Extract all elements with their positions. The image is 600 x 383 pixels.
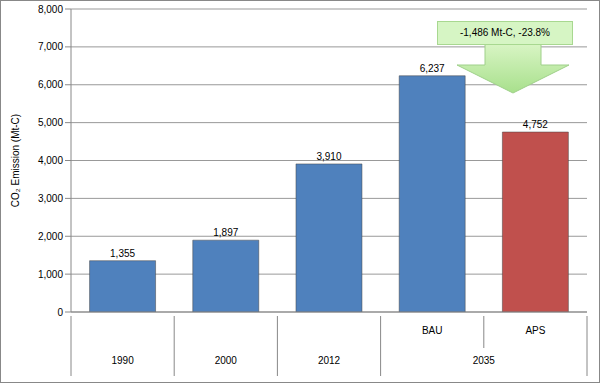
svg-text:2,000: 2,000 (38, 231, 63, 242)
svg-text:1,897: 1,897 (213, 227, 238, 238)
svg-text:BAU: BAU (422, 325, 443, 336)
svg-text:8,000: 8,000 (38, 4, 63, 15)
svg-text:2000: 2000 (215, 355, 238, 366)
svg-text:6,237: 6,237 (420, 63, 445, 74)
svg-text:2035: 2035 (473, 355, 496, 366)
svg-text:APS: APS (525, 325, 545, 336)
svg-text:1,355: 1,355 (110, 248, 135, 259)
svg-text:4,000: 4,000 (38, 155, 63, 166)
svg-text:2012: 2012 (318, 355, 341, 366)
svg-text:0: 0 (57, 307, 63, 318)
svg-text:1990: 1990 (111, 355, 134, 366)
svg-text:CO₂ Emission (Mt-C): CO₂ Emission (Mt-C) (10, 114, 21, 207)
svg-text:3,000: 3,000 (38, 193, 63, 204)
svg-text:1,000: 1,000 (38, 269, 63, 280)
svg-text:6,000: 6,000 (38, 79, 63, 90)
svg-text:7,000: 7,000 (38, 41, 63, 52)
svg-text:3,910: 3,910 (316, 151, 341, 162)
html-text:-1,486 Mt-C, -23.8%: -1,486 Mt-C, -23.8% (460, 27, 550, 38)
svg-text:4,752: 4,752 (523, 119, 548, 130)
svg-text:5,000: 5,000 (38, 117, 63, 128)
